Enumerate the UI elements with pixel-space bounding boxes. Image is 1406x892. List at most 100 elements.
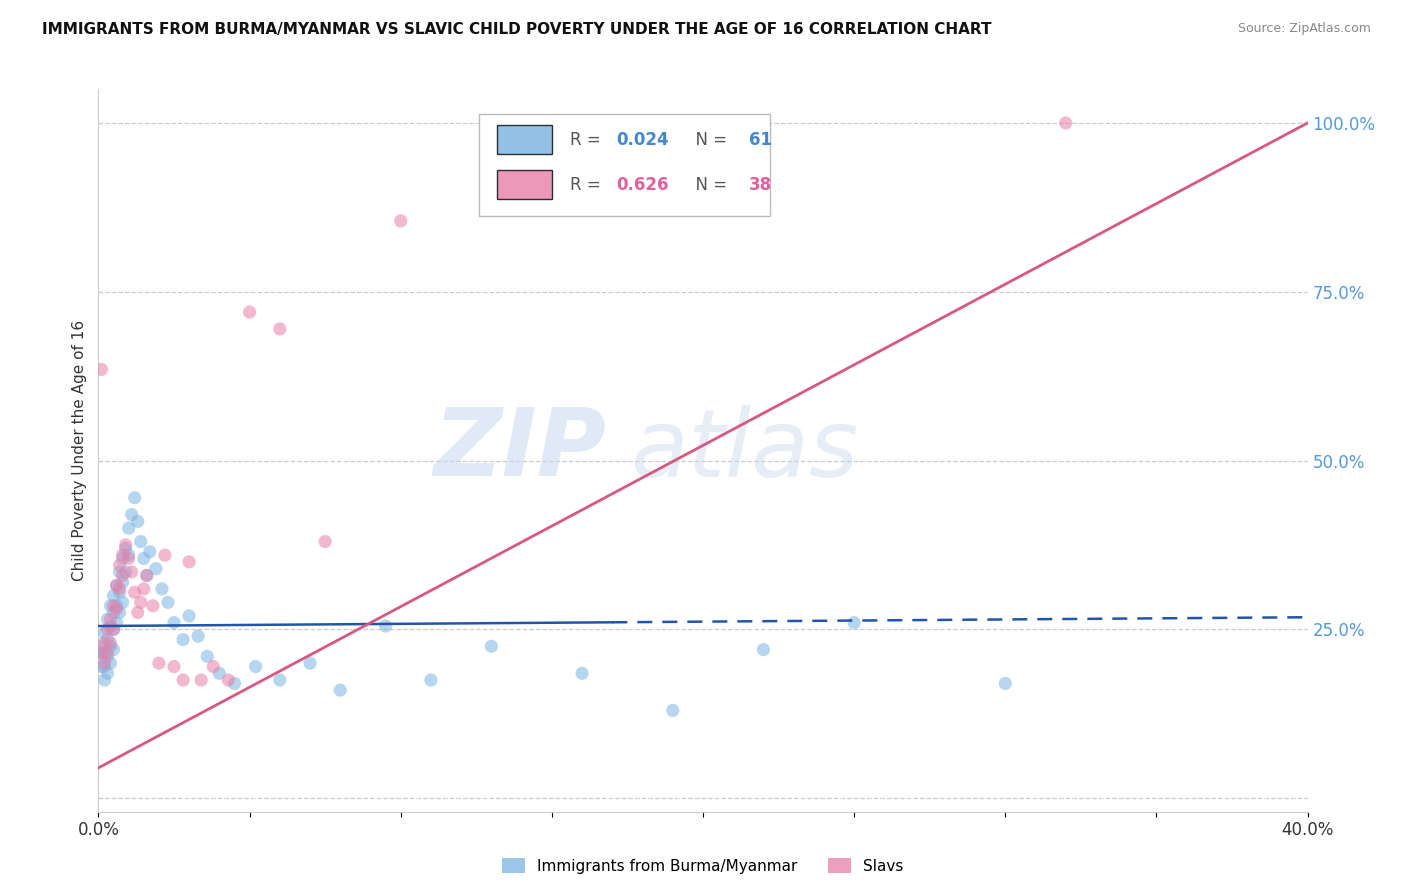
Text: N =: N =: [685, 176, 733, 194]
Point: [111, 575, 134, 590]
Point: [329, 683, 352, 698]
Point: [190, 673, 212, 687]
Point: [172, 632, 194, 647]
Point: [661, 703, 683, 717]
Point: [90, 362, 112, 376]
Point: [179, 555, 201, 569]
Text: ZIP: ZIP: [433, 404, 606, 497]
Point: [172, 673, 194, 687]
Point: [124, 491, 146, 505]
Text: N =: N =: [685, 131, 733, 149]
Point: [105, 599, 128, 613]
Point: [96, 612, 118, 626]
Point: [100, 619, 122, 633]
Point: [163, 659, 186, 673]
Point: [90, 646, 112, 660]
Point: [93, 625, 115, 640]
Point: [105, 615, 128, 630]
Point: [96, 646, 118, 660]
Point: [224, 676, 246, 690]
Point: [103, 599, 125, 613]
Point: [129, 534, 152, 549]
Y-axis label: Child Poverty Under the Age of 16: Child Poverty Under the Age of 16: [72, 320, 87, 581]
Point: [150, 582, 173, 596]
Text: 0.024: 0.024: [616, 131, 669, 149]
Point: [420, 673, 443, 687]
Point: [96, 666, 118, 681]
Point: [114, 565, 136, 579]
Point: [314, 534, 336, 549]
Point: [108, 565, 131, 579]
Point: [156, 595, 179, 609]
Point: [1054, 116, 1077, 130]
Point: [90, 646, 112, 660]
Text: R =: R =: [569, 131, 606, 149]
Point: [269, 322, 291, 336]
Point: [108, 582, 131, 596]
FancyBboxPatch shape: [498, 126, 551, 154]
Text: atlas: atlas: [630, 405, 859, 496]
Point: [299, 656, 322, 670]
Point: [195, 649, 218, 664]
Text: R =: R =: [569, 176, 606, 194]
Point: [100, 599, 122, 613]
Point: [571, 666, 593, 681]
Point: [96, 632, 118, 647]
Point: [994, 676, 1017, 690]
Point: [844, 615, 866, 630]
Text: Source: ZipAtlas.com: Source: ZipAtlas.com: [1237, 22, 1371, 36]
Point: [105, 602, 128, 616]
Point: [103, 589, 125, 603]
Text: 61: 61: [749, 131, 772, 149]
FancyBboxPatch shape: [498, 170, 551, 200]
Point: [118, 548, 141, 562]
Point: [121, 565, 143, 579]
Point: [142, 599, 165, 613]
Point: [93, 659, 115, 673]
Legend: Immigrants from Burma/Myanmar, Slavs: Immigrants from Burma/Myanmar, Slavs: [496, 852, 910, 880]
Point: [132, 551, 155, 566]
Point: [114, 538, 136, 552]
Point: [103, 623, 125, 637]
Point: [100, 640, 122, 654]
Point: [148, 656, 170, 670]
Text: 0.626: 0.626: [616, 176, 668, 194]
Point: [187, 629, 209, 643]
Point: [93, 656, 115, 670]
Point: [127, 514, 149, 528]
Point: [127, 606, 149, 620]
Point: [108, 606, 131, 620]
Point: [90, 659, 112, 673]
Point: [103, 606, 125, 620]
Point: [153, 548, 176, 562]
Point: [135, 568, 157, 582]
Point: [217, 673, 239, 687]
Point: [118, 551, 141, 566]
Point: [93, 673, 115, 687]
Point: [111, 548, 134, 562]
Point: [239, 305, 262, 319]
Point: [114, 541, 136, 556]
Point: [389, 214, 412, 228]
Point: [111, 551, 134, 566]
Point: [100, 636, 122, 650]
Point: [103, 623, 125, 637]
Point: [202, 659, 225, 673]
Point: [108, 558, 131, 573]
Point: [124, 585, 146, 599]
Point: [374, 619, 396, 633]
Point: [90, 640, 112, 654]
Point: [145, 561, 167, 575]
Point: [132, 582, 155, 596]
Point: [93, 636, 115, 650]
Point: [752, 642, 775, 657]
Point: [111, 568, 134, 582]
Point: [245, 659, 267, 673]
Text: 38: 38: [749, 176, 772, 194]
Point: [96, 649, 118, 664]
Point: [481, 640, 503, 654]
Text: IMMIGRANTS FROM BURMA/MYANMAR VS SLAVIC CHILD POVERTY UNDER THE AGE OF 16 CORREL: IMMIGRANTS FROM BURMA/MYANMAR VS SLAVIC …: [42, 22, 991, 37]
Point: [103, 642, 125, 657]
Point: [105, 578, 128, 592]
Point: [93, 646, 115, 660]
